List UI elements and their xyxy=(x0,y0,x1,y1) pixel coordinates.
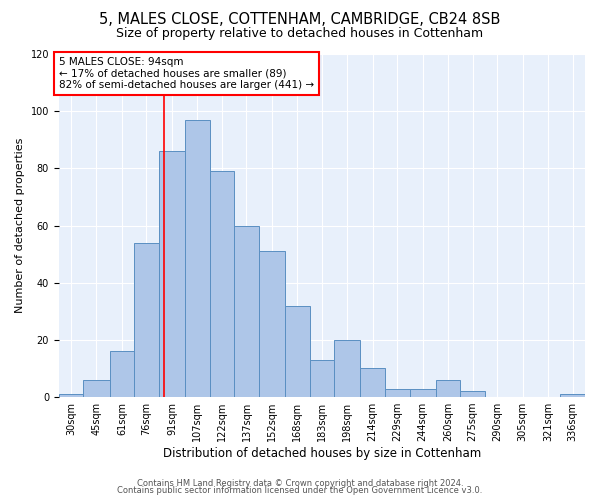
Text: 5, MALES CLOSE, COTTENHAM, CAMBRIDGE, CB24 8SB: 5, MALES CLOSE, COTTENHAM, CAMBRIDGE, CB… xyxy=(100,12,500,28)
Bar xyxy=(410,388,436,397)
Bar xyxy=(134,242,159,397)
Bar xyxy=(234,226,259,397)
Bar xyxy=(460,392,485,397)
Text: Contains public sector information licensed under the Open Government Licence v3: Contains public sector information licen… xyxy=(118,486,482,495)
Bar xyxy=(259,252,285,397)
Bar xyxy=(110,352,134,397)
Bar xyxy=(385,388,410,397)
Bar xyxy=(83,380,110,397)
Bar xyxy=(59,394,83,397)
Bar xyxy=(285,306,310,397)
Text: Contains HM Land Registry data © Crown copyright and database right 2024.: Contains HM Land Registry data © Crown c… xyxy=(137,478,463,488)
Bar xyxy=(159,151,185,397)
Bar xyxy=(334,340,361,397)
Bar xyxy=(185,120,209,397)
Bar xyxy=(560,394,585,397)
Text: Size of property relative to detached houses in Cottenham: Size of property relative to detached ho… xyxy=(116,28,484,40)
Bar xyxy=(436,380,460,397)
Bar xyxy=(361,368,385,397)
Text: 5 MALES CLOSE: 94sqm
← 17% of detached houses are smaller (89)
82% of semi-detac: 5 MALES CLOSE: 94sqm ← 17% of detached h… xyxy=(59,57,314,90)
Y-axis label: Number of detached properties: Number of detached properties xyxy=(15,138,25,313)
Bar xyxy=(310,360,334,397)
Bar xyxy=(209,171,234,397)
X-axis label: Distribution of detached houses by size in Cottenham: Distribution of detached houses by size … xyxy=(163,447,481,460)
